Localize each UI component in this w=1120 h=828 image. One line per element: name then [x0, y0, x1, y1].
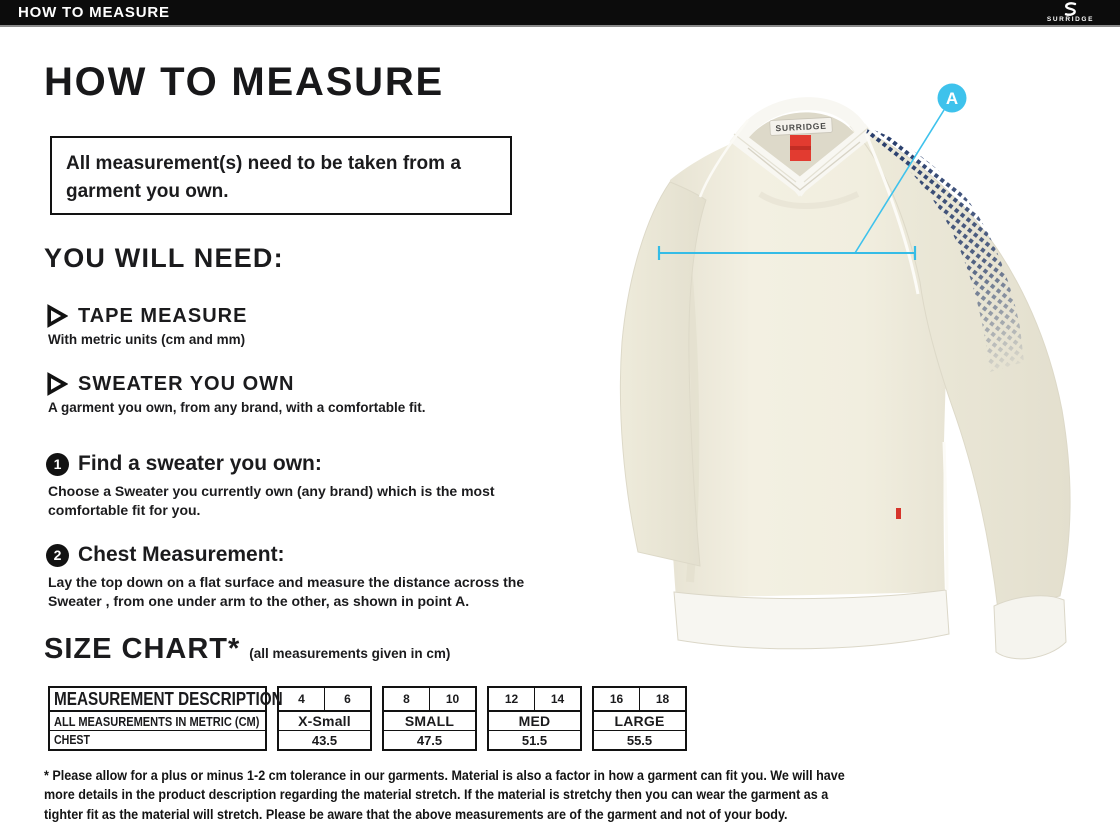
age-cell: 18	[655, 692, 670, 706]
size-name-cell: LARGE	[594, 712, 685, 731]
brand-logo: SURRIDGE	[1046, 1, 1094, 24]
age-cell: 14	[550, 692, 565, 706]
size-chart-title: SIZE CHART*	[44, 633, 241, 665]
table-size-group-small: 8 10 SMALL 47.5	[382, 686, 477, 751]
size-chart-heading: SIZE CHART* (all measurements given in c…	[44, 633, 450, 666]
step-title: Find a sweater you own:	[78, 452, 322, 475]
table-size-group-xsmall: 4 6 X-Small 43.5	[277, 686, 372, 751]
chest-value-cell: 43.5	[311, 732, 338, 748]
size-name-cell: MED	[489, 712, 580, 731]
age-cell: 10	[445, 692, 460, 706]
step-number-badge: 1	[46, 452, 69, 476]
step-description: Lay the top down on a flat surface and m…	[48, 574, 525, 609]
table-size-group-large: 16 18 LARGE 55.5	[592, 686, 687, 751]
sweater-left-sleeve	[619, 181, 707, 567]
size-name-cell: X-Small	[279, 712, 370, 731]
size-name-cell: SMALL	[384, 712, 475, 731]
need-item-tape-measure: TAPE MEASURE With metric units (cm and m…	[46, 304, 247, 347]
tolerance-footnote: * Please allow for a plus or minus 1-2 c…	[44, 768, 845, 822]
side-seam	[942, 441, 949, 591]
chest-value-cell: 51.5	[521, 732, 548, 748]
page-title: HOW TO MEASURE	[44, 60, 445, 104]
need-item-title: TAPE MEASURE	[78, 304, 248, 327]
note-box: All measurement(s) need to be taken from…	[50, 136, 512, 215]
step-chest-measurement: 2 Chest Measurement: Lay the top down on…	[46, 543, 564, 610]
shoulder-pattern	[866, 128, 1024, 372]
table-size-group-med: 12 14 MED 51.5	[487, 686, 582, 751]
size-chart-subtitle: (all measurements given in cm)	[249, 646, 451, 661]
step-number-badge: 2	[46, 543, 69, 567]
need-item-desc: With metric units (cm and mm)	[48, 332, 246, 347]
sweater-illustration: SURRIDGE A	[619, 83, 1071, 660]
step-find-sweater: 1 Find a sweater you own: Choose a Sweat…	[46, 452, 564, 519]
sweater-cuff	[993, 595, 1067, 660]
neck-tape-text: SURRIDGE	[775, 121, 827, 134]
step-title: Chest Measurement:	[78, 543, 285, 566]
pointer-line	[854, 109, 945, 254]
raglan-seam-right	[864, 133, 920, 295]
collar-right-band	[789, 123, 875, 197]
size-chart-table: MEASUREMENT DESCRIPTION ALL MEASUREMENTS…	[48, 686, 687, 751]
raglan-seam-left	[698, 119, 749, 198]
header-title: HOW TO MEASURE	[18, 4, 170, 21]
header-bar: HOW TO MEASURE SURRIDGE	[0, 0, 1120, 27]
step-description: Choose a Sweater you currently own (any …	[48, 483, 495, 518]
need-item-sweater: SWEATER YOU OWN A garment you own, from …	[46, 372, 426, 415]
age-cell: 8	[384, 688, 430, 710]
side-seam-tag	[896, 508, 901, 519]
play-triangle-icon	[47, 372, 68, 396]
brand-name: SURRIDGE	[1046, 15, 1094, 23]
neck-tape	[769, 117, 833, 136]
you-will-need-heading: YOU WILL NEED:	[44, 243, 284, 273]
table-header-cell: MEASUREMENT DESCRIPTION	[50, 688, 283, 712]
sweater-hem-band	[673, 589, 950, 650]
need-item-desc: A garment you own, from any brand, with …	[48, 400, 426, 415]
point-a-badge	[937, 83, 967, 113]
point-a-label: A	[946, 89, 958, 108]
collar-left-band	[729, 129, 811, 197]
chest-value-cell: 47.5	[416, 732, 443, 748]
collar-back-band	[732, 97, 871, 146]
surridge-s-icon	[1064, 1, 1077, 16]
table-units-cell: ALL MEASUREMENTS IN METRIC (CM)	[50, 712, 265, 731]
play-triangle-icon	[47, 304, 68, 328]
sweater-body	[666, 128, 948, 598]
age-cell: 16	[594, 688, 640, 710]
age-cell: 6	[344, 692, 351, 706]
age-cell: 12	[489, 688, 535, 710]
age-cell: 4	[279, 688, 325, 710]
table-description-column: MEASUREMENT DESCRIPTION ALL MEASUREMENTS…	[48, 686, 283, 751]
table-chest-label-cell: CHEST	[54, 733, 91, 747]
chest-value-cell: 55.5	[626, 732, 653, 748]
need-item-title: SWEATER YOU OWN	[78, 372, 295, 395]
